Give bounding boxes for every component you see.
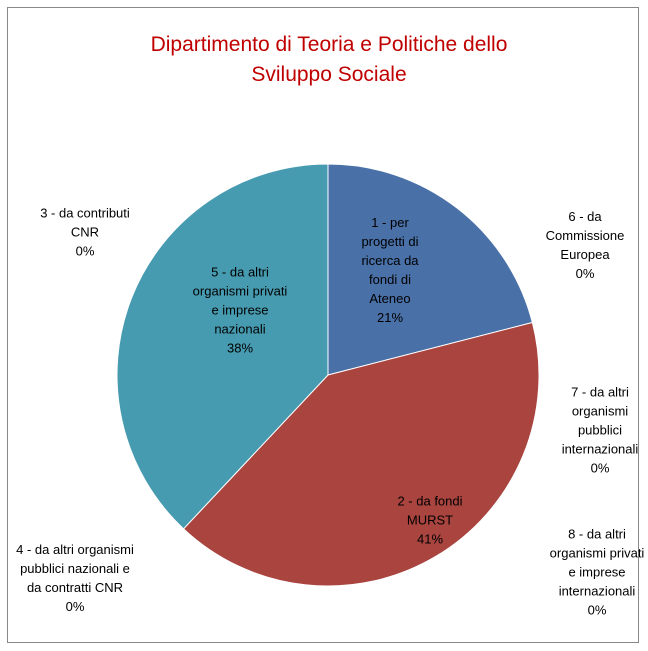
value-label: 21%: [376, 310, 404, 325]
value-label: 38%: [226, 340, 254, 356]
value-label: 41%: [416, 531, 444, 547]
pie-slice: [327, 163, 533, 376]
data-label: 6 - da Commissione Europea 0%: [535, 207, 635, 283]
category-label: 3 - da contributi CNR: [40, 205, 130, 240]
chart-title: Dipartimento di Teoria e Politiche dello…: [150, 33, 508, 86]
pie-slice: [116, 163, 329, 530]
category-label: 1 - per progetti di ricerca da fondi di …: [361, 215, 419, 306]
data-label: 3 - da contributi CNR 0%: [28, 204, 143, 261]
value-label: 0%: [75, 243, 95, 259]
value-label: 0%: [590, 460, 610, 476]
data-label: 5 - da altri organismi privati e imprese…: [190, 263, 290, 358]
chart-frame: [7, 7, 639, 643]
category-label: 4 - da altri organismi pubblici nazional…: [16, 542, 134, 595]
pie-slice: [182, 321, 540, 587]
category-label: 5 - da altri organismi privati e imprese…: [192, 264, 288, 337]
value-label: 0%: [575, 266, 595, 281]
category-label: 8 - da altri organismi privati e imprese…: [549, 526, 645, 599]
data-label: 7 - da altri organismi pubblici internaz…: [550, 383, 648, 478]
value-label: 0%: [65, 599, 85, 614]
data-label: 2 - da fondi MURST 41%: [383, 492, 478, 549]
value-label: 0%: [587, 602, 607, 618]
category-label: 2 - da fondi MURST: [397, 493, 463, 528]
data-label: 1 - per progetti di ricerca da fondi di …: [349, 213, 431, 327]
data-label: 8 - da altri organismi privati e imprese…: [547, 525, 647, 620]
data-label: 4 - da altri organismi pubblici nazional…: [13, 540, 138, 616]
category-label: 7 - da altri organismi pubblici internaz…: [561, 384, 639, 457]
category-label: 6 - da Commissione Europea: [545, 209, 625, 262]
